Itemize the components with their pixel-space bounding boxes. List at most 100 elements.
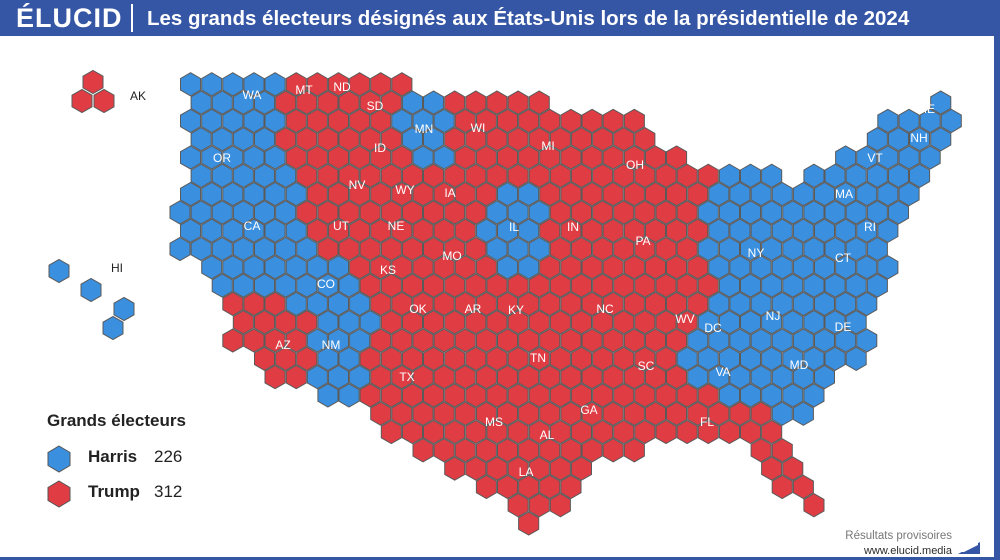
footer-url[interactable]: www.elucid.media [863,545,952,557]
hex-tile-ca [180,218,202,243]
hex-tile-fl [803,493,825,518]
hex-tile-ms [465,456,487,481]
hex-tile-il [486,236,508,262]
hex-tile-or [190,163,212,188]
state-label-or: OR [213,151,231,165]
hex-tile-nv [296,163,318,188]
hex-tile-tn [539,364,561,390]
hex-tile-la [549,456,571,481]
hex-tile-mt [285,108,307,134]
state-label-mo: MO [442,249,461,263]
hex-tile-de [835,291,857,317]
hex-tile-nh [887,127,909,152]
hex-tile-va [740,383,762,408]
state-label-az: AZ [275,338,290,352]
hex-tile-wi [454,108,476,134]
hex-tile-nj [771,291,793,317]
hex-tile-fl [761,456,783,481]
hex-tile-al [549,419,571,445]
hex-tile-ct [856,255,878,280]
hex-tile-il [497,181,519,207]
hex-tile-sc [613,383,635,408]
hex-tile-mi [539,108,561,134]
state-label-ct: CT [835,251,852,265]
hex-tile-ma [835,181,857,207]
hex-tile-ia [423,163,445,188]
hex-tile-mi [518,108,540,134]
hex-tile-mt [306,72,328,97]
hex-tile-ia [423,200,445,225]
hex-tile-mt [296,90,318,115]
hex-tile-ct [814,218,835,243]
state-label-ks: KS [380,263,396,277]
hex-tile-wv [676,310,698,335]
hex-tile-ca [190,236,212,262]
hex-tile-az [264,328,286,353]
hex-tile-ma [803,163,825,188]
hex-tile-tn [570,346,592,371]
hex-tile-pa [644,218,666,243]
page-title: Les grands électeurs désignés aux États-… [147,7,910,30]
hex-tile-in [539,255,561,280]
hex-tile-fl [697,419,719,445]
hex-tile-oh [666,181,688,207]
hex-tile-nd [338,90,360,115]
hex-tile-nc [602,328,624,353]
hex-tile-ok [433,291,455,317]
hex-tile-ny [708,181,730,207]
hex-tile-ny [750,218,772,243]
hex-tile-de [814,291,835,317]
hex-tile-va [729,364,751,390]
hex-tile-ca [190,200,212,225]
hex-tile-wa [264,108,286,134]
hex-tile-nc [602,291,624,317]
hex-tile-tx [359,383,381,408]
hex-tile-ga [570,419,592,445]
hex-tile-nc [592,273,614,298]
hex-tile-ma [856,181,878,207]
hex-tile-sc [644,401,666,426]
hex-tile-pa [613,236,635,262]
legend-item-harris: Harris 226 [44,444,244,473]
harris-swatch-icon [47,445,71,473]
hex-tile-az [296,310,318,335]
hex-tile-ca [211,200,233,225]
hex-tile-wv [697,273,719,298]
hex-tile-nm [338,346,360,371]
hex-tile-ny [740,200,762,225]
hex-tile-la [486,456,508,481]
hex-tile-ca [243,181,265,207]
hex-tile-nd [327,72,349,97]
hex-tile-nc [623,291,645,317]
hex-tile-ct [803,273,825,298]
hex-tile-ky [507,273,529,298]
hex-tile-nm [317,346,339,371]
hex-tile-wv [666,291,688,317]
hex-tile-va [750,364,772,390]
hex-tile-id [391,145,413,170]
hex-tile-wa [232,90,254,115]
hex-tile-or [201,145,223,170]
hex-tile-ut [317,236,339,262]
hex-tile-pa [634,273,656,298]
hex-tile-ct [845,236,867,262]
hex-tile-in [549,236,571,262]
map-frame [0,36,1000,560]
state-label-md: MD [790,358,809,372]
hex-tile-ms [465,383,487,408]
hex-tile-az [232,310,254,335]
hex-tile-tx [444,346,466,371]
hex-tile-mi [560,145,582,170]
hex-tile-de [803,310,825,335]
hex-tile-ia [465,163,487,188]
hex-tile-ok [412,328,434,353]
hex-tile-sc [666,364,688,390]
brand-logo: ÉLUCID [16,3,123,33]
hex-tile-tx [391,364,413,390]
state-label-wy: WY [395,183,414,197]
hex-tile-pa [687,218,709,243]
hex-tile-ok [412,291,434,317]
hex-tile-ia [454,181,476,207]
hex-tile-tx [370,364,392,390]
hex-tile-nm [349,364,371,390]
